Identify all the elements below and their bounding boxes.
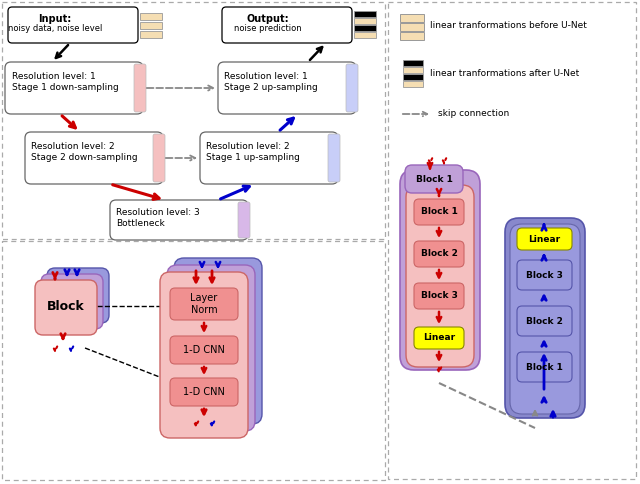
FancyBboxPatch shape xyxy=(406,185,474,367)
Bar xyxy=(403,60,423,66)
Text: Resolution level: 3: Resolution level: 3 xyxy=(116,208,200,217)
FancyBboxPatch shape xyxy=(35,280,97,335)
Text: linear tranformations after U-Net: linear tranformations after U-Net xyxy=(430,70,579,78)
Text: noise prediction: noise prediction xyxy=(234,24,302,33)
Text: noisy data, noise level: noisy data, noise level xyxy=(8,24,102,33)
FancyBboxPatch shape xyxy=(405,165,463,193)
Text: Resolution level: 1: Resolution level: 1 xyxy=(12,72,96,81)
Bar xyxy=(400,23,424,31)
FancyBboxPatch shape xyxy=(5,62,143,114)
Text: Bottleneck: Bottleneck xyxy=(116,219,164,228)
FancyBboxPatch shape xyxy=(414,283,464,309)
Text: Block 3: Block 3 xyxy=(525,271,563,279)
Text: Linear: Linear xyxy=(423,333,455,343)
FancyBboxPatch shape xyxy=(218,62,356,114)
FancyBboxPatch shape xyxy=(170,378,238,406)
FancyBboxPatch shape xyxy=(414,327,464,349)
FancyBboxPatch shape xyxy=(517,228,572,250)
FancyBboxPatch shape xyxy=(153,134,165,182)
Text: Output:: Output: xyxy=(246,14,289,24)
FancyBboxPatch shape xyxy=(47,268,109,323)
Bar xyxy=(354,18,376,24)
Bar xyxy=(2,241,385,480)
FancyBboxPatch shape xyxy=(167,265,255,431)
Text: 1-D CNN: 1-D CNN xyxy=(183,345,225,355)
Bar xyxy=(388,2,636,479)
Text: Block 2: Block 2 xyxy=(420,249,458,258)
Bar xyxy=(2,2,385,239)
Text: Resolution level: 2: Resolution level: 2 xyxy=(206,142,290,151)
FancyBboxPatch shape xyxy=(517,306,572,336)
FancyBboxPatch shape xyxy=(414,199,464,225)
Bar xyxy=(403,81,423,87)
Text: Block 1: Block 1 xyxy=(420,208,458,216)
Bar xyxy=(400,14,424,22)
FancyBboxPatch shape xyxy=(328,134,340,182)
Text: Block 1: Block 1 xyxy=(525,363,563,372)
FancyBboxPatch shape xyxy=(170,336,238,364)
FancyBboxPatch shape xyxy=(238,202,250,238)
FancyBboxPatch shape xyxy=(517,352,572,382)
FancyBboxPatch shape xyxy=(510,224,580,414)
Text: Stage 2 down-sampling: Stage 2 down-sampling xyxy=(31,153,138,162)
FancyBboxPatch shape xyxy=(414,241,464,267)
Text: Stage 1 down-sampling: Stage 1 down-sampling xyxy=(12,83,119,92)
Bar xyxy=(140,31,162,38)
Text: Block: Block xyxy=(47,301,85,314)
Text: Input:: Input: xyxy=(38,14,72,24)
Bar xyxy=(354,25,376,31)
FancyBboxPatch shape xyxy=(222,7,352,43)
FancyBboxPatch shape xyxy=(346,64,358,112)
FancyBboxPatch shape xyxy=(8,7,138,43)
Text: 1-D CNN: 1-D CNN xyxy=(183,387,225,397)
FancyBboxPatch shape xyxy=(110,200,248,240)
FancyBboxPatch shape xyxy=(200,132,338,184)
Text: Resolution level: 1: Resolution level: 1 xyxy=(224,72,308,81)
Text: Block 3: Block 3 xyxy=(420,291,458,301)
FancyBboxPatch shape xyxy=(170,288,238,320)
Text: Block 2: Block 2 xyxy=(525,317,563,326)
Text: Linear: Linear xyxy=(528,235,560,243)
Bar xyxy=(354,32,376,38)
FancyBboxPatch shape xyxy=(400,170,480,370)
Text: Stage 2 up-sampling: Stage 2 up-sampling xyxy=(224,83,317,92)
Text: linear tranformations before U-Net: linear tranformations before U-Net xyxy=(430,21,587,30)
Text: Layer
Norm: Layer Norm xyxy=(190,293,218,315)
Bar xyxy=(140,13,162,20)
Bar xyxy=(354,11,376,17)
FancyBboxPatch shape xyxy=(25,132,163,184)
Bar xyxy=(403,67,423,73)
Bar xyxy=(403,74,423,80)
Text: Stage 1 up-sampling: Stage 1 up-sampling xyxy=(206,153,300,162)
FancyBboxPatch shape xyxy=(41,274,103,329)
FancyBboxPatch shape xyxy=(505,218,585,418)
Text: skip connection: skip connection xyxy=(438,109,509,119)
FancyBboxPatch shape xyxy=(134,64,146,112)
FancyBboxPatch shape xyxy=(160,272,248,438)
Text: Block 1: Block 1 xyxy=(415,175,452,183)
Text: Resolution level: 2: Resolution level: 2 xyxy=(31,142,115,151)
FancyBboxPatch shape xyxy=(517,260,572,290)
FancyBboxPatch shape xyxy=(174,258,262,424)
Bar xyxy=(140,22,162,29)
Bar xyxy=(400,32,424,40)
